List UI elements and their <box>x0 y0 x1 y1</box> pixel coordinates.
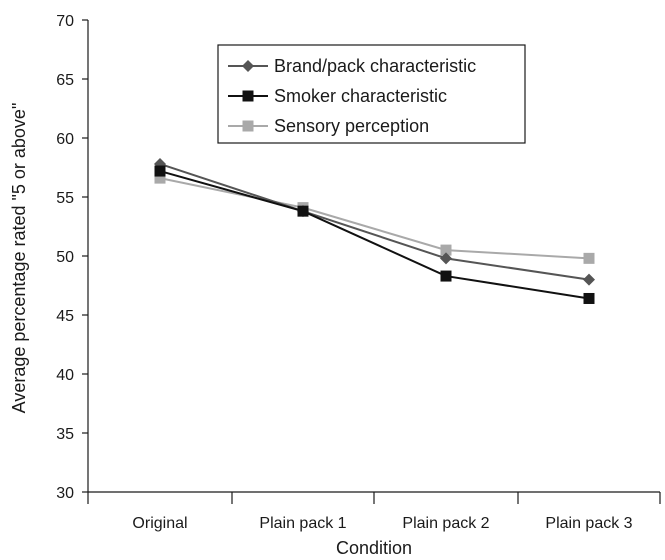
y-tick-label: 40 <box>56 367 74 384</box>
x-axis: Original Plain pack 1 Plain pack 2 Plain pa… <box>87 491 661 532</box>
x-axis-title: Condition <box>336 538 412 558</box>
x-tick-label: Plain pack 3 <box>545 515 632 532</box>
square-marker <box>242 120 254 132</box>
legend-label: Sensory perception <box>274 116 429 136</box>
y-tick-label: 30 <box>56 485 74 502</box>
y-tick-label: 65 <box>56 72 74 89</box>
x-tick-label: Plain pack 1 <box>259 515 346 532</box>
y-tick-label: 50 <box>56 249 74 266</box>
legend-item: Brand/pack characteristic <box>228 56 476 76</box>
y-axis-title: Average percentage rated "5 or above" <box>9 103 29 414</box>
legend-label: Brand/pack characteristic <box>274 56 476 76</box>
y-axis: 30 35 40 45 50 55 60 65 70 <box>56 13 89 502</box>
y-tick-label: 45 <box>56 308 74 325</box>
series-layer <box>154 157 595 304</box>
legend-item: Sensory perception <box>228 116 429 136</box>
square-marker <box>297 205 309 217</box>
y-ticks: 30 35 40 45 50 55 60 65 70 <box>56 13 88 502</box>
square-marker <box>440 244 452 256</box>
y-tick-label: 70 <box>56 13 74 30</box>
square-marker <box>440 270 452 282</box>
series-line <box>159 170 590 300</box>
x-tick-label: Plain pack 2 <box>402 515 489 532</box>
series-0 <box>154 157 595 286</box>
legend-label: Smoker characteristic <box>274 86 447 106</box>
x-ticks: Original Plain pack 1 Plain pack 2 Plain pa… <box>87 492 661 532</box>
square-marker <box>154 165 166 177</box>
y-tick-label: 35 <box>56 426 74 443</box>
series-line <box>159 163 590 281</box>
legend: Brand/pack characteristic Smoker characte… <box>217 44 526 144</box>
diamond-marker <box>242 60 254 72</box>
series-1 <box>154 165 595 304</box>
y-tick-label: 55 <box>56 190 74 207</box>
square-marker <box>154 172 166 184</box>
series-2 <box>154 172 595 264</box>
square-marker <box>583 292 595 304</box>
diamond-marker <box>583 273 595 286</box>
x-tick-label: Original <box>132 515 187 532</box>
legend-box <box>217 44 526 144</box>
legend-item: Smoker characteristic <box>228 86 447 106</box>
square-marker <box>583 252 595 264</box>
y-tick-label: 60 <box>56 131 74 148</box>
legend-items: Brand/pack characteristic Smoker characte… <box>228 56 476 136</box>
square-marker <box>242 90 254 102</box>
series-line <box>159 177 590 260</box>
diamond-marker <box>440 252 452 265</box>
